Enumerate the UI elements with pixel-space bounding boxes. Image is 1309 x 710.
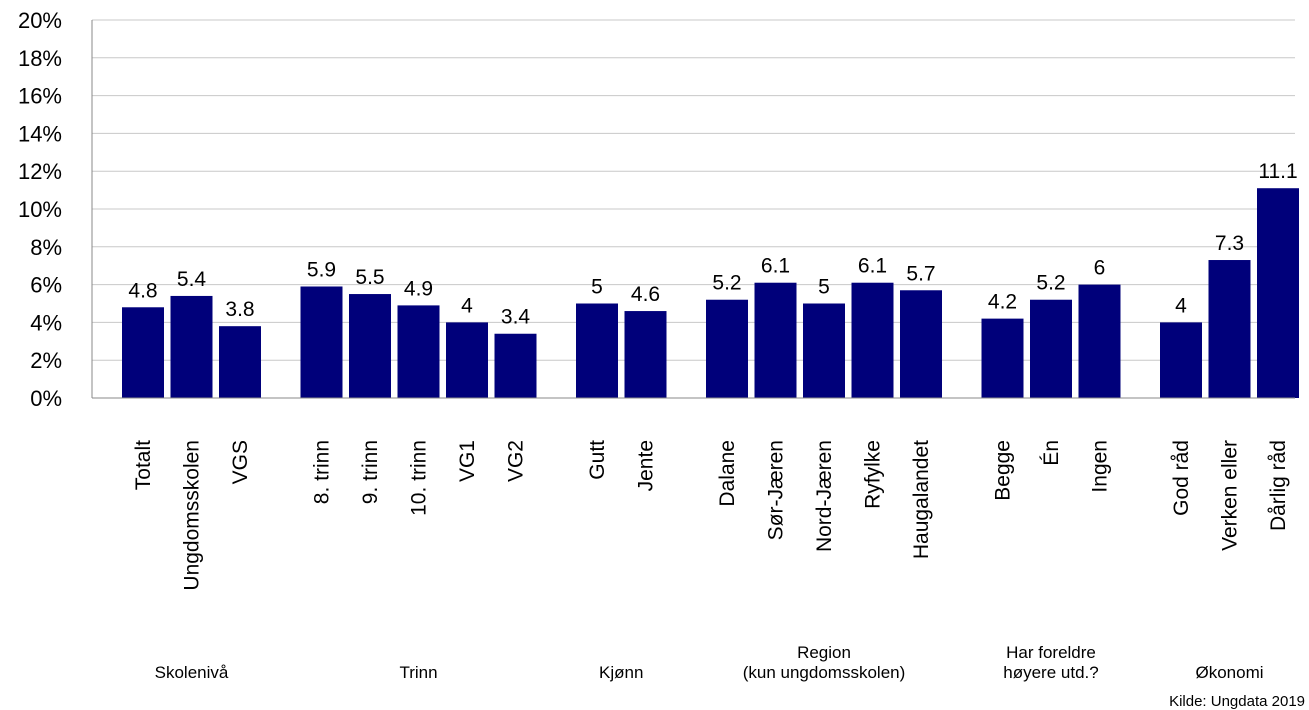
x-tick-label: VG2 [505, 440, 528, 482]
bars [122, 188, 1299, 398]
group-label: Trinn [399, 663, 437, 682]
group-label: Kjønn [599, 663, 643, 682]
data-label: 4 [461, 294, 473, 317]
x-tick-label: Gutt [586, 440, 609, 480]
data-label: 4.2 [988, 291, 1017, 314]
data-labels: 4.8 5.4 3.8 5.9 5.5 4.9 4 3.4 5 4.6 5.2 6.1 5 6.1 5.7 4… [128, 160, 1297, 329]
x-tick-label: Én [1040, 440, 1063, 466]
y-tick-label: 4% [30, 310, 62, 335]
bar [397, 305, 440, 398]
x-tick-label: God råd [1170, 440, 1193, 516]
x-tick-label: 10. trinn [408, 440, 431, 516]
data-label: 4.8 [128, 279, 157, 302]
data-label: 7.3 [1215, 232, 1244, 255]
data-label: 11.1 [1258, 160, 1297, 183]
bar [706, 299, 748, 398]
y-tick-label: 20% [18, 8, 62, 33]
x-axis-category-labels: Totalt Ungdomsskolen VGS 8. trinn 9. trinn 10… [132, 440, 1290, 591]
bar [1160, 322, 1202, 398]
x-tick-label: 9. trinn [359, 440, 382, 504]
group-label: (kun ungdomsskolen) [743, 663, 906, 682]
y-tick-label: 6% [30, 273, 62, 298]
bar [754, 282, 797, 398]
data-label: 5.5 [355, 266, 384, 289]
bar [1257, 188, 1299, 398]
x-tick-label: 8. trinn [311, 440, 334, 504]
x-tick-label: Ingen [1089, 440, 1112, 493]
x-tick-label: Dårlig råd [1267, 440, 1290, 531]
data-label: 5.7 [906, 262, 935, 285]
bar [851, 282, 894, 398]
data-label: 5.9 [307, 258, 336, 281]
group-label: Økonomi [1195, 663, 1263, 682]
x-tick-label: Ungdomsskolen [181, 440, 204, 591]
group-label: Region [797, 643, 851, 662]
bar [803, 303, 845, 398]
y-tick-label: 10% [18, 197, 62, 222]
bar [1030, 299, 1072, 398]
bar [494, 333, 537, 398]
x-tick-label: Totalt [132, 440, 155, 490]
data-label: 5.2 [1036, 272, 1065, 295]
bar [219, 326, 261, 398]
x-tick-label: Haugalandet [910, 440, 933, 559]
data-label: 5.4 [177, 268, 207, 291]
bar [576, 303, 618, 398]
x-tick-label: Nord-Jæren [813, 440, 836, 552]
bar [981, 318, 1024, 398]
data-label: 5 [818, 276, 830, 299]
y-tick-label: 14% [18, 121, 62, 146]
y-axis-ticks: 0% 2% 4% 6% 8% 10% 12% 14% 16% 18% 20% [18, 8, 62, 411]
gridlines [92, 19, 1295, 361]
x-tick-label: Jente [635, 440, 658, 491]
bar [900, 290, 942, 398]
bar [300, 286, 343, 398]
y-tick-label: 0% [30, 386, 62, 411]
x-tick-label: Verken eller [1219, 440, 1242, 551]
bar [1078, 284, 1121, 398]
bar [349, 294, 391, 398]
x-tick-label: VGS [229, 440, 252, 484]
data-label: 6.1 [858, 255, 887, 278]
x-tick-label: Ryfylke [862, 440, 885, 509]
y-tick-label: 12% [18, 159, 62, 184]
x-tick-label: Dalane [716, 440, 739, 507]
group-labels: Skolenivå Trinn Kjønn Region(kun ungdomssko… [155, 643, 1264, 682]
y-tick-label: 2% [30, 348, 62, 373]
bar [170, 295, 213, 398]
bar [122, 307, 164, 398]
data-label: 5.2 [712, 272, 741, 295]
data-label: 6 [1094, 257, 1106, 280]
y-tick-label: 18% [18, 46, 62, 71]
data-label: 6.1 [761, 255, 790, 278]
data-label: 4.6 [631, 283, 660, 306]
group-label: Skolenivå [155, 663, 229, 682]
bar [1208, 260, 1251, 398]
bar [446, 322, 488, 398]
group-label: Har foreldre [1006, 643, 1096, 662]
source-note: Kilde: Ungdata 2019 [1169, 693, 1305, 710]
data-label: 3.4 [501, 306, 531, 329]
y-tick-label: 8% [30, 235, 62, 260]
y-tick-label: 16% [18, 84, 62, 109]
x-tick-label: VG1 [456, 440, 479, 482]
bar [624, 311, 667, 398]
group-label: høyere utd.? [1003, 663, 1098, 682]
data-label: 3.8 [225, 298, 254, 321]
x-tick-label: Begge [992, 440, 1015, 501]
data-label: 4.9 [404, 277, 433, 300]
data-label: 5 [591, 276, 603, 299]
data-label: 4 [1175, 294, 1187, 317]
x-tick-label: Sør-Jæren [765, 440, 788, 540]
